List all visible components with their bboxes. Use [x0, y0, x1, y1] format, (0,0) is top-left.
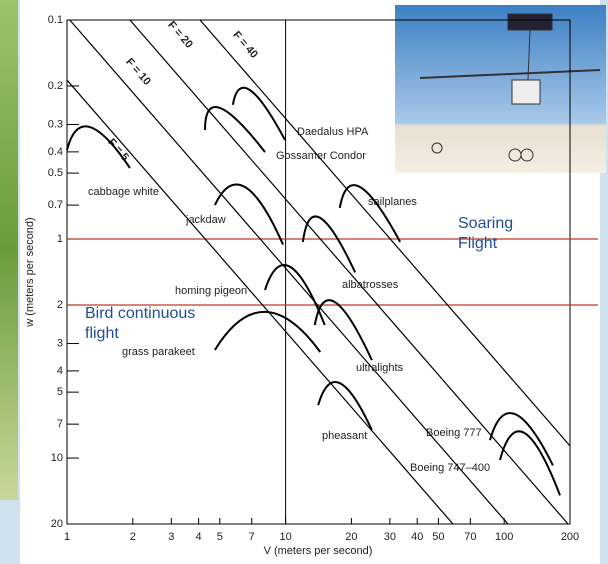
y-tick-label: 1: [57, 233, 63, 245]
y-tick-label: 0.7: [48, 199, 63, 211]
guide-line: [129, 19, 569, 525]
plot-frame: [66, 19, 571, 525]
photo: [395, 5, 606, 173]
x-tick-label: 200: [561, 531, 579, 543]
y-tick-label: 0.5: [48, 167, 63, 179]
y-tick-label: 7: [57, 418, 63, 430]
performance-curve: [214, 310, 322, 353]
performance-curve: [301, 215, 357, 273]
curve-label: Gossamer Condor: [276, 150, 366, 162]
y-tick-label: 10: [51, 452, 63, 464]
y-axis-label: w (meters per second): [24, 217, 36, 327]
x-tick-label: 3: [168, 531, 174, 543]
x-tick-label: 10: [279, 531, 291, 543]
performance-curve: [204, 106, 266, 153]
x-tick-label: 50: [432, 531, 444, 543]
performance-curve: [231, 86, 286, 141]
curve-label: grass parakeet: [122, 346, 195, 358]
guide-line: [199, 19, 571, 447]
annotation: Soaring: [458, 215, 513, 232]
x-tick-label: 20: [345, 531, 357, 543]
side-image: [0, 0, 18, 500]
y-tick-label: 4: [57, 365, 63, 377]
y-tick-label: 0.4: [48, 146, 63, 158]
curve-label: albatrosses: [342, 279, 399, 291]
y-tick-label: 3: [57, 337, 63, 349]
curve-label: ultralights: [356, 362, 404, 374]
aircraft-sketch: [419, 13, 601, 162]
guide-line: [66, 79, 454, 525]
y-tick-label: 20: [51, 518, 63, 530]
x-tick-label: 40: [411, 531, 423, 543]
x-axis-label: V (meters per second): [264, 545, 373, 557]
y-tick-label: 0.2: [48, 80, 63, 92]
x-tick-label: 7: [249, 531, 255, 543]
annotation: Flight: [458, 235, 498, 252]
annotation: flight: [85, 325, 119, 342]
performance-curve: [313, 299, 373, 361]
x-tick-label: 5: [217, 531, 223, 543]
curve-label: sailplanes: [368, 196, 417, 208]
curve-label: Daedalus HPA: [297, 126, 369, 138]
y-tick-label: 0.3: [48, 118, 63, 130]
curve-label: jackdaw: [185, 214, 226, 226]
x-tick-label: 4: [196, 531, 202, 543]
x-tick-label: 70: [464, 531, 476, 543]
x-tick-label: 100: [495, 531, 513, 543]
y-tick-label: 0.1: [48, 14, 63, 26]
curve-label: cabbage white: [88, 186, 159, 198]
performance-curve: [264, 264, 326, 326]
guide-line: [69, 19, 509, 525]
performance-curve: [338, 184, 401, 243]
performance-curve: [317, 381, 373, 431]
curve-label: Boeing 777: [426, 427, 482, 439]
performance-curve: [66, 125, 131, 169]
x-tick-label: 30: [384, 531, 396, 543]
performance-curve: [499, 430, 561, 496]
curve-label: Boeing 747–400: [410, 462, 490, 474]
performance-curve: [214, 183, 284, 245]
annotation: Bird continuous: [85, 305, 195, 322]
performance-curve: [489, 412, 554, 466]
x-tick-label: 1: [64, 531, 70, 543]
y-tick-label: 2: [57, 299, 63, 311]
curve-label: homing pigeon: [175, 285, 247, 297]
x-tick-label: 2: [130, 531, 136, 543]
curve-label: pheasant: [322, 430, 367, 442]
y-tick-label: 5: [57, 386, 63, 398]
